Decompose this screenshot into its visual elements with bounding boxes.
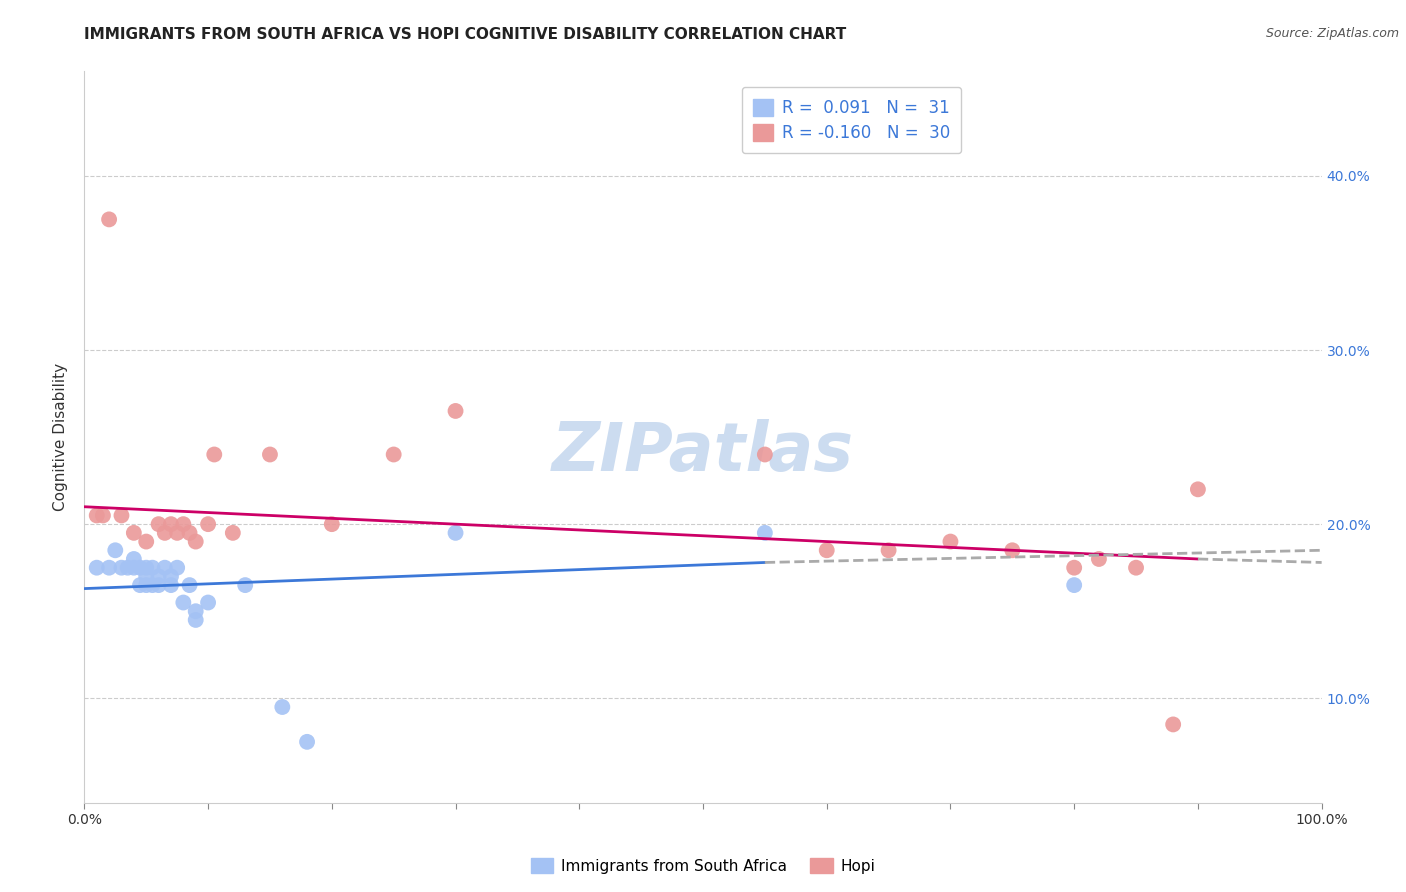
- Point: [382, 448, 405, 462]
- Point: [1063, 560, 1085, 574]
- Point: [98, 560, 121, 574]
- Legend: Immigrants from South Africa, Hopi: Immigrants from South Africa, Hopi: [524, 852, 882, 880]
- Point: [135, 578, 157, 592]
- Point: [160, 578, 183, 592]
- Point: [877, 543, 900, 558]
- Point: [135, 560, 157, 574]
- Point: [321, 517, 343, 532]
- Point: [141, 578, 163, 592]
- Point: [104, 543, 127, 558]
- Point: [184, 604, 207, 618]
- Point: [166, 525, 188, 540]
- Point: [444, 525, 467, 540]
- Point: [179, 525, 201, 540]
- Point: [172, 595, 194, 609]
- Point: [1001, 543, 1024, 558]
- Point: [166, 560, 188, 574]
- Point: [222, 525, 245, 540]
- Point: [1063, 578, 1085, 592]
- Point: [148, 569, 170, 583]
- Point: [202, 448, 225, 462]
- Point: [233, 578, 256, 592]
- Point: [141, 560, 163, 574]
- Legend: R =  0.091   N =  31, R = -0.160   N =  30: R = 0.091 N = 31, R = -0.160 N = 30: [741, 87, 962, 153]
- Point: [135, 534, 157, 549]
- Point: [444, 404, 467, 418]
- Point: [197, 595, 219, 609]
- Point: [117, 560, 139, 574]
- Point: [259, 448, 281, 462]
- Point: [91, 508, 114, 523]
- Point: [122, 525, 145, 540]
- Point: [295, 735, 318, 749]
- Y-axis label: Cognitive Disability: Cognitive Disability: [53, 363, 69, 511]
- Text: IMMIGRANTS FROM SOUTH AFRICA VS HOPI COGNITIVE DISABILITY CORRELATION CHART: IMMIGRANTS FROM SOUTH AFRICA VS HOPI COG…: [84, 27, 846, 42]
- Point: [135, 569, 157, 583]
- Point: [197, 517, 219, 532]
- Point: [148, 578, 170, 592]
- Point: [939, 534, 962, 549]
- Point: [815, 543, 838, 558]
- Point: [184, 613, 207, 627]
- Point: [110, 560, 132, 574]
- Point: [160, 569, 183, 583]
- Point: [153, 560, 176, 574]
- Point: [1088, 552, 1111, 566]
- Point: [86, 560, 108, 574]
- Point: [184, 534, 207, 549]
- Point: [271, 700, 294, 714]
- Point: [1161, 717, 1184, 731]
- Point: [1125, 560, 1147, 574]
- Point: [754, 448, 776, 462]
- Point: [122, 552, 145, 566]
- Point: [160, 517, 183, 532]
- Point: [129, 578, 152, 592]
- Point: [122, 560, 145, 574]
- Point: [172, 517, 194, 532]
- Point: [1187, 483, 1209, 497]
- Point: [110, 508, 132, 523]
- Point: [98, 212, 121, 227]
- Point: [129, 560, 152, 574]
- Point: [179, 578, 201, 592]
- Text: ZIPatlas: ZIPatlas: [553, 418, 853, 484]
- Point: [148, 517, 170, 532]
- Point: [754, 525, 776, 540]
- Point: [153, 525, 176, 540]
- Text: Source: ZipAtlas.com: Source: ZipAtlas.com: [1265, 27, 1399, 40]
- Point: [86, 508, 108, 523]
